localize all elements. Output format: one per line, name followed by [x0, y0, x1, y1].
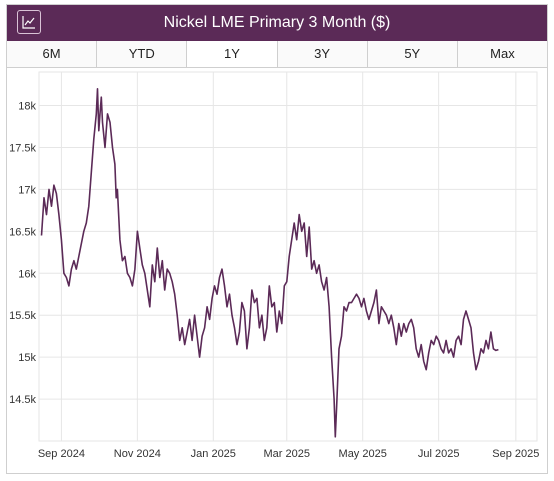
plot-frame: [38, 71, 538, 442]
chart-title: Nickel LME Primary 3 Month ($): [163, 14, 391, 31]
x-tick-label: Jan 2025: [191, 448, 236, 460]
y-tick-label: 14.5k: [9, 394, 36, 406]
tab-3y[interactable]: 3Y: [277, 41, 368, 67]
price-line-chart: 14.5k 15k 15.5k 16k 16.5k 17k 17.5k 18k Sep 202…: [9, 71, 540, 460]
x-tick-label: Sep 2024: [38, 448, 85, 460]
y-tick-label: 17k: [18, 184, 36, 196]
y-tick-label: 15.5k: [9, 310, 36, 322]
y-axis-labels: 14.5k 15k 15.5k 16k 16.5k 17k 17.5k 18k: [9, 101, 36, 407]
y-gridlines: [38, 71, 538, 442]
tab-ytd[interactable]: YTD: [97, 41, 188, 67]
x-tick-label: Nov 2024: [114, 448, 161, 460]
line-chart-icon[interactable]: [17, 10, 41, 34]
tab-1y[interactable]: 1Y: [187, 41, 278, 67]
y-tick-label: 16.5k: [9, 226, 36, 238]
x-tick-label: Mar 2025: [264, 448, 310, 460]
y-tick-label: 15k: [18, 352, 36, 364]
tab-max[interactable]: Max: [457, 41, 548, 67]
chart-header: Nickel LME Primary 3 Month ($): [7, 5, 547, 41]
x-axis-labels: Sep 2024 Nov 2024 Jan 2025 Mar 2025 May 2025…: [38, 448, 540, 460]
series-line: [40, 88, 499, 438]
y-tick-label: 16k: [18, 268, 36, 280]
chart-widget: Nickel LME Primary 3 Month ($) 6M YTD 1Y…: [6, 4, 548, 474]
y-tick-label: 17.5k: [9, 142, 36, 154]
x-tick-label: Jul 2025: [418, 448, 460, 460]
x-gridlines: [60, 72, 517, 441]
range-tabs: 6M YTD 1Y 3Y 5Y Max: [7, 41, 548, 68]
y-tick-label: 18k: [18, 101, 36, 113]
tab-5y[interactable]: 5Y: [367, 41, 458, 67]
x-tick-label: Sep 2025: [492, 448, 539, 460]
tab-6m[interactable]: 6M: [7, 41, 98, 67]
x-tick-label: May 2025: [339, 448, 387, 460]
